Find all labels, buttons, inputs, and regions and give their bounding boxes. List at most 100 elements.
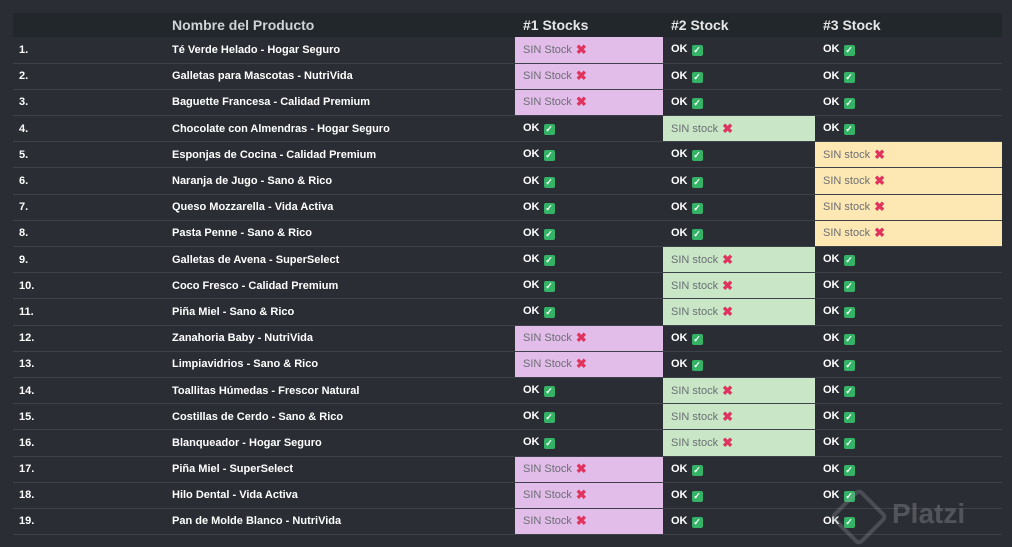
cross-mark-icon: ✖ (575, 41, 587, 57)
stock-status-label: OK (823, 279, 840, 292)
stock-2-cell: OK ✓ (663, 456, 815, 483)
stock-status-label: SIN stock (671, 305, 719, 318)
table-row: 16. Blanqueador - Hogar Seguro OK ✓ SIN stoc… (13, 429, 1002, 457)
check-mark-icon: ✓ (543, 255, 555, 267)
header-row: Nombre del Producto #1 Stocks #2 Stock #… (13, 13, 1002, 37)
stock-status-label: OK (823, 69, 840, 82)
cross-mark-icon: ✖ (575, 356, 587, 372)
stock-status-label: OK (671, 148, 688, 161)
table-row: 2. Galletas para Mascotas - NutriVida SIN … (13, 63, 1002, 90)
check-mark-icon: ✓ (843, 255, 855, 267)
table-row: 9. Galletas de Avena - SuperSelect OK ✓ SIN … (13, 246, 1002, 274)
stock-status-label: OK (671, 200, 688, 213)
stock-2-cell: OK ✓ (663, 194, 815, 221)
stock-3-cell: SIN stock ✖ (815, 220, 1002, 248)
stock-status-label: SIN stock (823, 148, 871, 161)
stock-status-label: OK (523, 279, 540, 292)
stock-status-label: SIN Stock (523, 515, 572, 528)
stock-3-cell: OK ✓ (815, 482, 1002, 509)
stock-1-cell: OK ✓ (515, 377, 663, 405)
cross-mark-icon: ✖ (575, 461, 587, 477)
row-index: 15. (13, 403, 166, 431)
check-mark-icon: ✓ (843, 97, 855, 109)
table-row: 19. Pan de Molde Blanco - NutriVida SIN St… (13, 508, 1002, 536)
check-mark-icon: ✓ (543, 124, 555, 136)
check-mark-icon: ✓ (691, 333, 703, 345)
header-stock-2: #2 Stock (671, 17, 729, 33)
row-index: 9. (13, 246, 166, 274)
product-name: Galletas de Avena - SuperSelect (166, 246, 515, 274)
stock-1-cell: SIN Stock ✖ (515, 89, 663, 117)
cross-mark-icon: ✖ (575, 330, 587, 346)
stock-status-label: SIN stock (671, 384, 719, 397)
row-index: 16. (13, 429, 166, 457)
table-body: 1. Té Verde Helado - Hogar Seguro SIN Stoc… (13, 37, 1002, 536)
check-mark-icon: ✓ (691, 176, 703, 188)
stock-status-label: SIN stock (671, 122, 719, 135)
stock-1-cell: OK ✓ (515, 272, 663, 300)
stock-3-cell: OK ✓ (815, 37, 1002, 64)
product-name: Toallitas Húmedas - Frescor Natural (166, 377, 515, 405)
stock-status-label: OK (523, 122, 540, 135)
product-name: Pan de Molde Blanco - NutriVida (166, 508, 515, 536)
check-mark-icon: ✓ (691, 71, 703, 83)
table-row: 14. Toallitas Húmedas - Frescor Natural OK… (13, 377, 1002, 405)
table-row: 18. Hilo Dental - Vida Activa SIN Stock ✖ OK… (13, 482, 1002, 509)
stock-status-label: SIN stock (671, 279, 719, 292)
stock-status-label: OK (823, 436, 840, 449)
check-mark-icon: ✓ (843, 464, 855, 476)
stock-status-label: SIN Stock (523, 489, 572, 502)
cross-mark-icon: ✖ (722, 408, 733, 424)
cross-mark-icon: ✖ (874, 199, 885, 215)
stock-status-label: OK (823, 122, 840, 135)
stock-2-cell: SIN stock ✖ (663, 377, 815, 405)
cross-mark-icon: ✖ (575, 513, 587, 529)
stock-status-label: OK (823, 305, 840, 318)
check-mark-icon: ✓ (843, 124, 855, 136)
stock-2-cell: OK ✓ (663, 141, 815, 169)
product-name: Esponjas de Cocina - Calidad Premium (166, 141, 515, 169)
product-name: Baguette Francesa - Calidad Premium (166, 89, 515, 117)
stock-status-label: OK (671, 514, 688, 527)
stock-1-cell: OK ✓ (515, 298, 663, 326)
stock-status-label: OK (671, 488, 688, 501)
stock-2-cell: OK ✓ (663, 89, 815, 117)
table-row: 13. Limpiavidrios - Sano & Rico SIN Stock ✖… (13, 351, 1002, 378)
stock-status-label: SIN Stock (523, 96, 572, 109)
table-row: 6. Naranja de Jugo - Sano & Rico OK ✓ OK ✓ SIN… (13, 167, 1002, 195)
table-row: 15. Costillas de Cerdo - Sano & Rico OK ✓ SI… (13, 403, 1002, 431)
stock-2-cell: OK ✓ (663, 508, 815, 536)
check-mark-icon: ✓ (691, 228, 703, 240)
header-product-name: Nombre del Producto (172, 17, 315, 33)
cross-mark-icon: ✖ (722, 277, 733, 293)
check-mark-icon: ✓ (843, 386, 855, 398)
product-name: Limpiavidrios - Sano & Rico (166, 351, 515, 378)
cross-mark-icon: ✖ (722, 120, 733, 136)
stock-2-cell: OK ✓ (663, 63, 815, 90)
product-name: Té Verde Helado - Hogar Seguro (166, 37, 515, 64)
stock-3-cell: OK ✓ (815, 351, 1002, 378)
check-mark-icon: ✓ (543, 176, 555, 188)
stock-status-label: OK (823, 384, 840, 397)
cross-mark-icon: ✖ (874, 173, 885, 189)
stock-1-cell: SIN Stock ✖ (515, 63, 663, 90)
check-mark-icon: ✓ (843, 359, 855, 371)
table-row: 5. Esponjas de Cocina - Calidad Premium OK… (13, 141, 1002, 169)
table-row: 4. Chocolate con Almendras - Hogar Seguro… (13, 115, 1002, 143)
stock-3-cell: SIN stock ✖ (815, 194, 1002, 221)
stock-3-cell: SIN stock ✖ (815, 167, 1002, 195)
check-mark-icon: ✓ (543, 281, 555, 293)
stock-status-label: SIN stock (823, 175, 871, 188)
stock-status-label: OK (823, 462, 840, 475)
stock-1-cell: OK ✓ (515, 246, 663, 274)
product-name: Coco Fresco - Calidad Premium (166, 272, 515, 300)
table-row: 10. Coco Fresco - Calidad Premium OK ✓ SIN s… (13, 272, 1002, 300)
check-mark-icon: ✓ (691, 202, 703, 214)
cross-mark-icon: ✖ (874, 146, 885, 162)
check-mark-icon: ✓ (691, 464, 703, 476)
stock-status-label: SIN Stock (523, 332, 572, 345)
stock-status-label: SIN stock (671, 436, 719, 449)
check-mark-icon: ✓ (843, 516, 855, 528)
check-mark-icon: ✓ (543, 386, 555, 398)
product-name: Costillas de Cerdo - Sano & Rico (166, 403, 515, 431)
